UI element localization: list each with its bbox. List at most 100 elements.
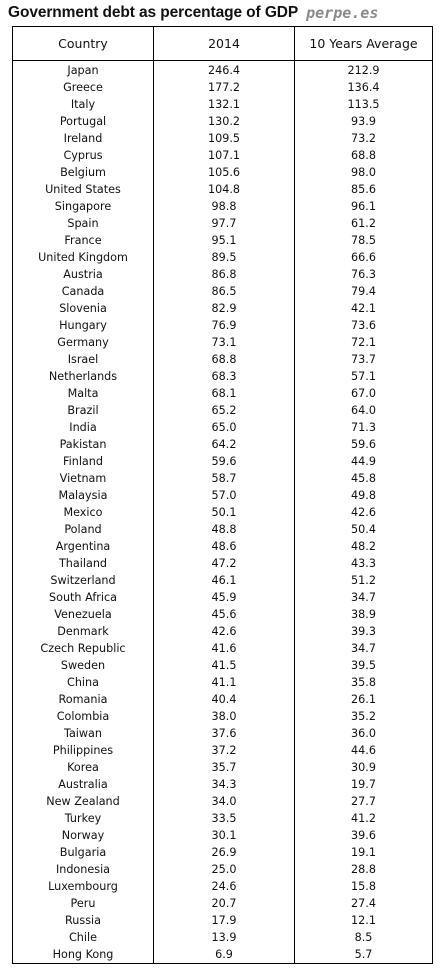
country-cell: Italy — [12, 96, 154, 113]
value-2014-cell: 47.2 — [153, 555, 295, 572]
average-cell: 43.3 — [294, 555, 433, 572]
table-row: Thailand 47.2 43.3 — [12, 555, 433, 572]
table-row: Canada 86.5 79.4 — [12, 283, 433, 300]
table-row: Netherlands 68.3 57.1 — [12, 368, 433, 385]
average-cell: 79.4 — [294, 283, 433, 300]
average-cell: 59.6 — [294, 436, 433, 453]
average-cell: 39.3 — [294, 623, 433, 640]
table-row: Hungary 76.9 73.6 — [12, 317, 433, 334]
average-cell: 19.1 — [294, 844, 433, 861]
country-cell: Belgium — [12, 164, 154, 181]
average-cell: 73.6 — [294, 317, 433, 334]
title-bar: Government debt as percentage of GDP per… — [8, 0, 438, 25]
country-cell: Ireland — [12, 130, 154, 147]
country-cell: Israel — [12, 351, 154, 368]
country-cell: Luxembourg — [12, 878, 154, 895]
country-cell: Pakistan — [12, 436, 154, 453]
column-header-country: Country — [12, 26, 154, 61]
table-row: Colombia 38.0 35.2 — [12, 708, 433, 725]
value-2014-cell: 42.6 — [153, 623, 295, 640]
average-cell: 51.2 — [294, 572, 433, 589]
table-row: Philippines 37.2 44.6 — [12, 742, 433, 759]
country-cell: Hong Kong — [12, 946, 154, 964]
value-2014-cell: 40.4 — [153, 691, 295, 708]
country-cell: Venezuela — [12, 606, 154, 623]
value-2014-cell: 86.8 — [153, 266, 295, 283]
average-cell: 48.2 — [294, 538, 433, 555]
table-row: Germany 73.1 72.1 — [12, 334, 433, 351]
country-cell: United States — [12, 181, 154, 198]
average-cell: 76.3 — [294, 266, 433, 283]
value-2014-cell: 82.9 — [153, 300, 295, 317]
value-2014-cell: 30.1 — [153, 827, 295, 844]
column-header-10-year-average: 10 Years Average — [294, 26, 433, 61]
country-cell: Portugal — [12, 113, 154, 130]
value-2014-cell: 59.6 — [153, 453, 295, 470]
value-2014-cell: 132.1 — [153, 96, 295, 113]
average-cell: 41.2 — [294, 810, 433, 827]
average-cell: 27.4 — [294, 895, 433, 912]
average-cell: 68.8 — [294, 147, 433, 164]
country-cell: Sweden — [12, 657, 154, 674]
country-cell: Indonesia — [12, 861, 154, 878]
country-cell: Colombia — [12, 708, 154, 725]
average-cell: 45.8 — [294, 470, 433, 487]
table-row: Mexico 50.1 42.6 — [12, 504, 433, 521]
page-title: Government debt as percentage of GDP — [8, 3, 299, 21]
table-row: India 65.0 71.3 — [12, 419, 433, 436]
country-cell: Cyprus — [12, 147, 154, 164]
average-cell: 113.5 — [294, 96, 433, 113]
table-row: Hong Kong 6.9 5.7 — [12, 946, 433, 964]
table-row: France 95.1 78.5 — [12, 232, 433, 249]
brand-watermark: perpe.es — [306, 3, 379, 22]
table-row: Cyprus 107.1 68.8 — [12, 147, 433, 164]
table-row: Singapore 98.8 96.1 — [12, 198, 433, 215]
average-cell: 57.1 — [294, 368, 433, 385]
table-row: United Kingdom 89.5 66.6 — [12, 249, 433, 266]
header-row: Country 2014 10 Years Average — [12, 26, 433, 61]
country-cell: Germany — [12, 334, 154, 351]
table-row: Slovenia 82.9 42.1 — [12, 300, 433, 317]
average-cell: 42.6 — [294, 504, 433, 521]
average-cell: 19.7 — [294, 776, 433, 793]
table-row: Pakistan 64.2 59.6 — [12, 436, 433, 453]
average-cell: 34.7 — [294, 589, 433, 606]
country-cell: Philippines — [12, 742, 154, 759]
average-cell: 12.1 — [294, 912, 433, 929]
value-2014-cell: 68.3 — [153, 368, 295, 385]
value-2014-cell: 48.6 — [153, 538, 295, 555]
value-2014-cell: 73.1 — [153, 334, 295, 351]
value-2014-cell: 20.7 — [153, 895, 295, 912]
value-2014-cell: 37.2 — [153, 742, 295, 759]
table-row: Indonesia 25.0 28.8 — [12, 861, 433, 878]
country-cell: Spain — [12, 215, 154, 232]
value-2014-cell: 41.5 — [153, 657, 295, 674]
average-cell: 44.6 — [294, 742, 433, 759]
country-cell: Hungary — [12, 317, 154, 334]
average-cell: 8.5 — [294, 929, 433, 946]
country-cell: Bulgaria — [12, 844, 154, 861]
debt-table: Country 2014 10 Years Average Japan 246.4… — [12, 26, 433, 964]
table-row: Bulgaria 26.9 19.1 — [12, 844, 433, 861]
average-cell: 50.4 — [294, 521, 433, 538]
table-row: Israel 68.8 73.7 — [12, 351, 433, 368]
value-2014-cell: 130.2 — [153, 113, 295, 130]
country-cell: Malaysia — [12, 487, 154, 504]
table-row: Spain 97.7 61.2 — [12, 215, 433, 232]
table-body: Japan 246.4 212.9 Greece 177.2 136.4 Italy 132.… — [12, 60, 433, 964]
table-row: Luxembourg 24.6 15.8 — [12, 878, 433, 895]
country-cell: Canada — [12, 283, 154, 300]
value-2014-cell: 104.8 — [153, 181, 295, 198]
average-cell: 28.8 — [294, 861, 433, 878]
value-2014-cell: 58.7 — [153, 470, 295, 487]
value-2014-cell: 34.0 — [153, 793, 295, 810]
average-cell: 64.0 — [294, 402, 433, 419]
table-row: United States 104.8 85.6 — [12, 181, 433, 198]
average-cell: 35.8 — [294, 674, 433, 691]
country-cell: Turkey — [12, 810, 154, 827]
value-2014-cell: 37.6 — [153, 725, 295, 742]
table-row: Austria 86.8 76.3 — [12, 266, 433, 283]
country-cell: Finland — [12, 453, 154, 470]
table-row: Chile 13.9 8.5 — [12, 929, 433, 946]
country-cell: Singapore — [12, 198, 154, 215]
